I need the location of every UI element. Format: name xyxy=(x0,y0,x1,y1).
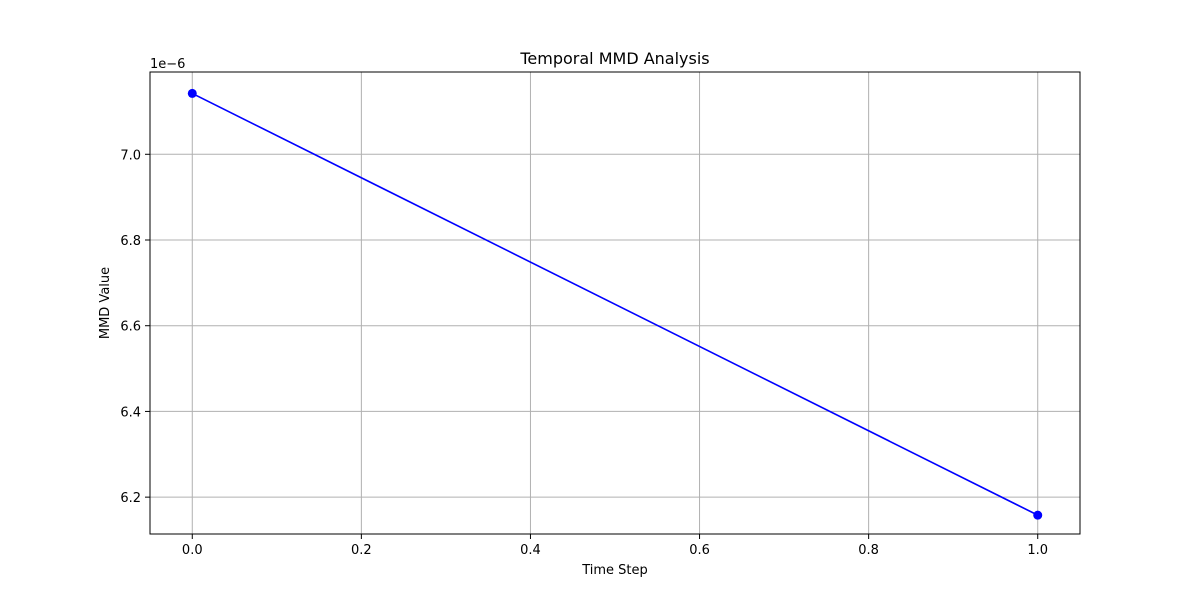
y-axis-offset-label: 1e−6 xyxy=(150,57,185,72)
y-tick-label: 6.4 xyxy=(120,405,141,420)
x-tick-label: 0.8 xyxy=(858,543,879,558)
data-point xyxy=(1033,510,1043,520)
x-tick-label: 1.0 xyxy=(1027,543,1048,558)
chart-title: Temporal MMD Analysis xyxy=(519,49,709,68)
y-tick-label: 6.6 xyxy=(120,320,141,335)
x-tick-label: 0.0 xyxy=(182,543,203,558)
y-tick-label: 6.8 xyxy=(120,234,141,249)
plot-frame xyxy=(149,71,1081,535)
x-tick-label: 0.4 xyxy=(520,543,541,558)
x-axis-label: Time Step xyxy=(581,563,648,578)
series-line xyxy=(191,92,1039,516)
y-tick-label: 6.2 xyxy=(120,491,141,506)
data-point xyxy=(187,88,197,98)
y-axis-label: MMD Value xyxy=(98,267,113,339)
y-tick-label: 7.0 xyxy=(120,148,141,163)
x-tick-label: 0.2 xyxy=(351,543,372,558)
x-tick-label: 0.6 xyxy=(689,543,710,558)
